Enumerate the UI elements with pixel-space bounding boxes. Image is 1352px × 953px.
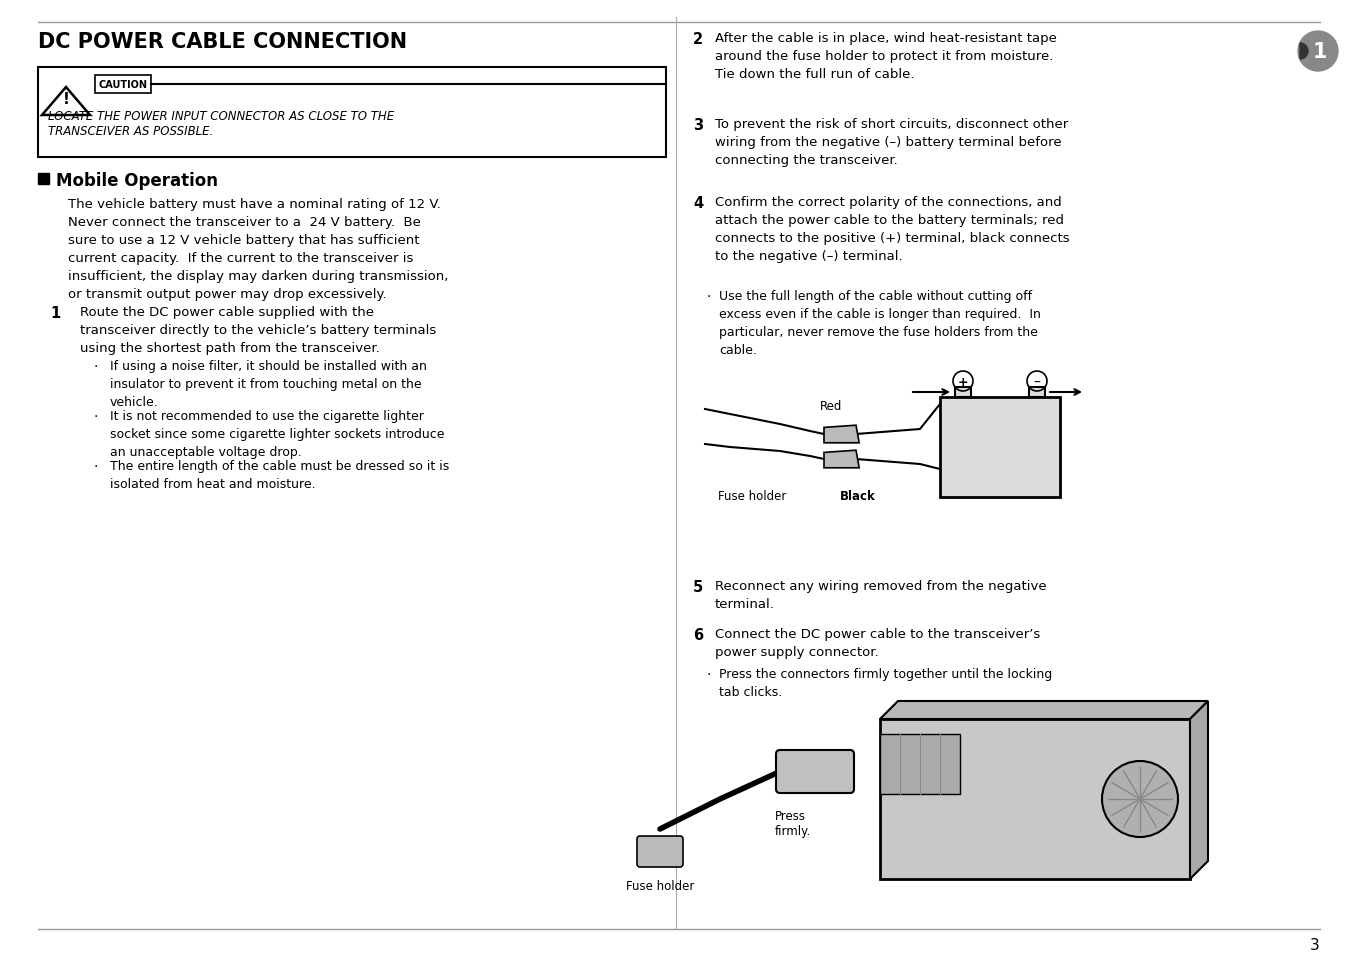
Text: Red: Red: [821, 399, 842, 413]
Text: 1: 1: [50, 306, 61, 320]
Text: DC POWER CABLE CONNECTION: DC POWER CABLE CONNECTION: [38, 32, 407, 52]
Text: Confirm the correct polarity of the connections, and
attach the power cable to t: Confirm the correct polarity of the conn…: [715, 195, 1069, 263]
Text: Fuse holder: Fuse holder: [718, 490, 787, 502]
Circle shape: [1102, 761, 1178, 837]
Text: ·: ·: [93, 410, 99, 423]
Text: ·: ·: [93, 359, 99, 374]
Text: CAUTION: CAUTION: [99, 80, 147, 90]
Bar: [1029, 388, 1045, 397]
Text: 5: 5: [694, 579, 703, 595]
Text: Reconnect any wiring removed from the negative
terminal.: Reconnect any wiring removed from the ne…: [715, 579, 1046, 610]
Text: Route the DC power cable supplied with the
transceiver directly to the vehicle’s: Route the DC power cable supplied with t…: [80, 306, 437, 355]
Text: Fuse holder: Fuse holder: [626, 879, 694, 892]
Polygon shape: [42, 88, 91, 116]
Text: To prevent the risk of short circuits, disconnect other
wiring from the negative: To prevent the risk of short circuits, d…: [715, 118, 1068, 167]
Circle shape: [1298, 32, 1338, 71]
Text: ·: ·: [707, 290, 711, 304]
Text: –: –: [1033, 375, 1041, 390]
Text: 6: 6: [694, 627, 703, 642]
Wedge shape: [1301, 44, 1307, 60]
Text: After the cable is in place, wind heat-resistant tape
around the fuse holder to : After the cable is in place, wind heat-r…: [715, 32, 1057, 81]
Polygon shape: [823, 451, 860, 468]
Text: 1: 1: [1313, 42, 1328, 62]
Text: The entire length of the cable must be dressed so it is
isolated from heat and m: The entire length of the cable must be d…: [110, 459, 449, 491]
Bar: [940, 397, 1060, 497]
Text: The vehicle battery must have a nominal rating of 12 V.
Never connect the transc: The vehicle battery must have a nominal …: [68, 198, 449, 301]
FancyBboxPatch shape: [880, 720, 1190, 879]
Text: It is not recommended to use the cigarette lighter
socket since some cigarette l: It is not recommended to use the cigaret…: [110, 410, 445, 458]
Text: If using a noise filter, it should be installed with an
insulator to prevent it : If using a noise filter, it should be in…: [110, 359, 427, 409]
FancyBboxPatch shape: [776, 750, 854, 793]
Bar: [38, 68, 667, 158]
Text: +: +: [957, 375, 968, 389]
Text: Mobile Operation: Mobile Operation: [55, 172, 218, 190]
Bar: [38, 173, 49, 185]
Text: Use the full length of the cable without cutting off
excess even if the cable is: Use the full length of the cable without…: [719, 290, 1041, 356]
Text: 2: 2: [694, 32, 703, 47]
FancyBboxPatch shape: [637, 836, 683, 867]
Text: Press the connectors firmly together until the locking
tab clicks.: Press the connectors firmly together unt…: [719, 667, 1052, 699]
Bar: [880, 734, 960, 794]
Text: Black: Black: [840, 490, 876, 502]
Bar: [95, 76, 151, 94]
Text: ·: ·: [707, 667, 711, 681]
Text: Connect the DC power cable to the transceiver’s
power supply connector.: Connect the DC power cable to the transc…: [715, 627, 1040, 659]
Polygon shape: [823, 426, 860, 443]
Text: Press
firmly.: Press firmly.: [775, 809, 811, 837]
Polygon shape: [880, 701, 1207, 720]
Text: LOCATE THE POWER INPUT CONNECTOR AS CLOSE TO THE
TRANSCEIVER AS POSSIBLE.: LOCATE THE POWER INPUT CONNECTOR AS CLOS…: [49, 110, 395, 138]
Polygon shape: [1190, 701, 1207, 879]
Bar: [955, 388, 971, 397]
Text: 3: 3: [1310, 937, 1320, 952]
Text: !: !: [62, 92, 69, 107]
Text: 3: 3: [694, 118, 703, 132]
Text: ·: ·: [93, 459, 99, 474]
Text: 4: 4: [694, 195, 703, 211]
